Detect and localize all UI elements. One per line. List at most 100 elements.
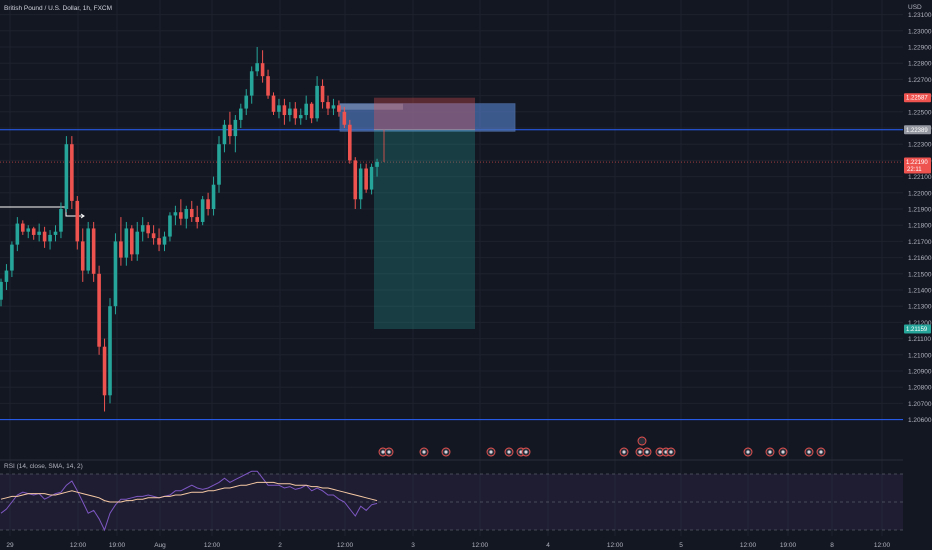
candle-body	[4, 270, 9, 282]
candle-body	[130, 228, 134, 255]
event-icon-dot	[622, 450, 626, 454]
candle-body	[48, 234, 52, 242]
candle-body	[358, 168, 363, 200]
currency-label: USD	[908, 4, 922, 11]
price-tick-label: 1.23000	[908, 28, 932, 35]
candle-body	[151, 233, 156, 239]
time-tick-label: 12:00	[874, 542, 891, 549]
price-tick-label: 1.21300	[908, 304, 932, 311]
candle-body	[21, 223, 25, 232]
event-markers[interactable]	[378, 436, 826, 457]
rsi-pane: 70.0060.0050.0040.00	[0, 459, 932, 532]
candle-body	[315, 85, 319, 119]
price-tick-label: 1.22500	[908, 109, 932, 116]
price-tick-label: 1.22800	[908, 61, 932, 68]
symbol-title[interactable]: British Pound / U.S. Dollar, 1h, FXCM	[4, 5, 112, 12]
current-price-tag: 1.22190	[906, 160, 928, 166]
event-icon	[778, 447, 788, 457]
candle-body	[222, 124, 227, 145]
entry-tag-box	[904, 125, 931, 135]
time-tick-label: 12:00	[607, 542, 624, 549]
candle-body	[233, 119, 238, 137]
price-axis-background	[903, 0, 932, 550]
stop-loss-zone	[374, 97, 475, 130]
supply-zone-highlight	[340, 103, 403, 110]
candle-body	[375, 162, 379, 167]
price-axis[interactable]: 1.231001.230001.229001.228001.227001.226…	[903, 0, 932, 550]
candle-body	[64, 144, 69, 209]
time-tick-label: 12:00	[204, 542, 221, 549]
event-icon	[816, 447, 826, 457]
event-icon-dot	[444, 450, 448, 454]
event-icon-dot	[507, 450, 511, 454]
candle-body	[249, 71, 254, 96]
event-icon-dot	[381, 450, 385, 454]
event-icon-dot	[489, 450, 493, 454]
candle-body	[168, 215, 172, 237]
event-icon-dot	[524, 450, 528, 454]
candle-body	[228, 124, 232, 137]
price-tick-label: 1.21600	[908, 255, 932, 262]
event-icon	[804, 447, 814, 457]
candle-body	[184, 209, 189, 219]
time-tick-label: 29	[6, 542, 14, 549]
price-tick-label: 1.21000	[908, 352, 932, 359]
time-tick-label: 4	[546, 542, 550, 549]
event-icon	[642, 447, 652, 457]
candle-body	[102, 346, 107, 396]
candle-body	[364, 168, 368, 190]
candle-body	[86, 228, 90, 271]
candle-body	[200, 199, 205, 222]
candle-body	[239, 108, 243, 120]
price-tick-label: 1.20700	[908, 401, 932, 408]
event-icon-dot	[819, 450, 823, 454]
time-tick-label: 12:00	[472, 542, 489, 549]
pointer-arrow-head	[80, 213, 85, 219]
price-tick-label: 1.21900	[908, 207, 932, 214]
candle-body	[91, 228, 96, 274]
event-icon-dot	[645, 450, 649, 454]
time-tick-label: 2	[278, 542, 282, 549]
candle-body	[348, 124, 352, 161]
price-tick-label: 1.22300	[908, 142, 932, 149]
candle-body	[140, 225, 145, 232]
take-profit-zone	[374, 129, 475, 330]
candle-body	[113, 241, 118, 307]
candle-body	[282, 105, 287, 116]
price-tick-label: 1.20900	[908, 369, 932, 376]
candle-body	[15, 223, 20, 245]
rsi-label[interactable]: RSI (14, close, SMA, 14, 2)	[4, 463, 83, 470]
candle-body	[26, 228, 31, 232]
entry-tag: 1.22389	[906, 128, 928, 134]
time-tick-label: 19:00	[109, 542, 126, 549]
candle-body	[173, 212, 178, 216]
time-tick-label: 19:00	[780, 542, 797, 549]
event-icon	[441, 447, 451, 457]
event-icon	[504, 447, 514, 457]
take-profit-tag-box	[904, 324, 931, 334]
price-tick-label: 1.20800	[908, 385, 932, 392]
time-axis[interactable]: 29 12:00 19:00 Aug 12:00 2 12:00 3 12:00 4 12:00 5 1…	[6, 542, 890, 549]
price-tick-label: 1.22700	[908, 77, 932, 84]
candle-body	[53, 231, 58, 235]
event-icon	[619, 447, 629, 457]
event-icon-dot	[658, 450, 662, 454]
price-tick-label: 1.21800	[908, 223, 932, 230]
candle-body	[288, 108, 292, 116]
event-icon	[765, 447, 775, 457]
price-grid	[0, 0, 903, 536]
candle-body	[211, 184, 216, 209]
price-tick-label: 1.21400	[908, 288, 932, 295]
price-tick-label: 1.22000	[908, 190, 932, 197]
candle-body	[309, 103, 314, 119]
event-icon-dot	[781, 450, 785, 454]
price-tick-label: 1.23100	[908, 12, 932, 19]
candle-body	[244, 95, 249, 109]
candle-body	[266, 76, 270, 96]
position-zones	[339, 97, 516, 330]
candle-body	[10, 244, 14, 271]
candle-body	[162, 236, 167, 245]
candle-body	[369, 166, 374, 190]
candlestick-series	[0, 47, 379, 412]
